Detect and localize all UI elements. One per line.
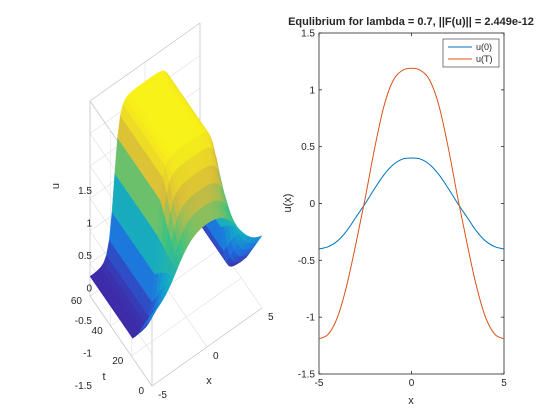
ytick-label: -0.5 — [298, 256, 316, 267]
surface-plot-ticks: -1.5 -1 -0.5 0 0.5 1 1.5 0 20 40 60 -5 0 5 — [71, 186, 274, 401]
xtick-label-3d: 5 — [268, 312, 274, 323]
ztick-label: 0.5 — [78, 251, 92, 262]
ytick-label: -1.5 — [298, 370, 316, 381]
xtick-label: 5 — [501, 378, 507, 389]
series-line-uT — [318, 67, 505, 340]
surface-ylabel: t — [102, 371, 105, 383]
line-plot-series — [318, 67, 505, 340]
surface — [89, 70, 263, 339]
ytick-label-3d: 60 — [71, 296, 83, 307]
ytick-label-3d: 0 — [138, 386, 144, 397]
line-plot-axes-box — [318, 32, 505, 375]
surface-patch — [254, 235, 263, 243]
legend-entry-u0: u(0) — [476, 42, 492, 52]
ytick-label: -1 — [306, 313, 315, 324]
line-plot-ylabel: u(x) — [282, 194, 294, 213]
ztick-label: -0.5 — [75, 316, 93, 327]
xtick-label: -5 — [315, 378, 324, 389]
ytick-label: 1 — [309, 85, 315, 96]
surface-plot: -1.5 -1 -0.5 0 0.5 1 1.5 0 20 40 60 -5 0 5 u t x — [50, 22, 274, 401]
line-plot-ticks: -1.5 -1 -0.5 0 0.5 1 1.5 -5 0 5 — [298, 29, 507, 390]
ytick-label-3d: 40 — [92, 326, 104, 337]
legend: u(0) u(T) — [442, 38, 500, 68]
ytick-label: 0.5 — [301, 142, 315, 153]
surface-zlabel: u — [50, 183, 62, 189]
xtick-label-3d: 0 — [213, 351, 219, 362]
ytick-label: 1.5 — [301, 29, 315, 40]
line-plot: -1.5 -1 -0.5 0 0.5 1 1.5 -5 0 5 Equlibrium for la… — [282, 16, 534, 407]
legend-entry-uT: u(T) — [476, 54, 493, 64]
box-edge — [151, 307, 263, 387]
ztick-label: 0 — [86, 284, 92, 295]
ytick-label: 0 — [309, 199, 315, 210]
ytick-label-3d: 20 — [112, 356, 124, 367]
ztick-label: -1 — [83, 349, 92, 360]
series-line-u0 — [318, 157, 505, 250]
xtick-label: 0 — [409, 378, 415, 389]
surface-xlabel: x — [206, 375, 212, 387]
ztick-label: 1 — [86, 219, 92, 230]
box-edge — [89, 295, 153, 387]
line-plot-xlabel: x — [408, 395, 414, 407]
legend-box — [442, 38, 500, 68]
line-plot-title: Equlibrium for lambda = 0.7, ||F(u)|| = … — [288, 16, 534, 28]
xtick-label-3d: -5 — [158, 390, 167, 401]
ztick-label: -1.5 — [75, 381, 93, 392]
ztick-label: 1.5 — [78, 186, 92, 197]
box-edge — [89, 22, 201, 102]
